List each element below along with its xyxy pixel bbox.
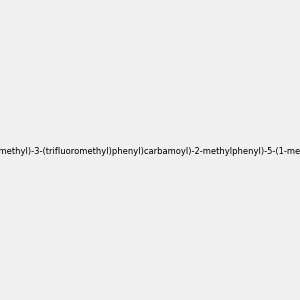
Text: N-(5-((4-((4-Ethylpiperazin-1-yl)methyl)-3-(trifluoromethyl)phenyl)carbamoyl)-2-: N-(5-((4-((4-Ethylpiperazin-1-yl)methyl)… xyxy=(0,147,300,156)
